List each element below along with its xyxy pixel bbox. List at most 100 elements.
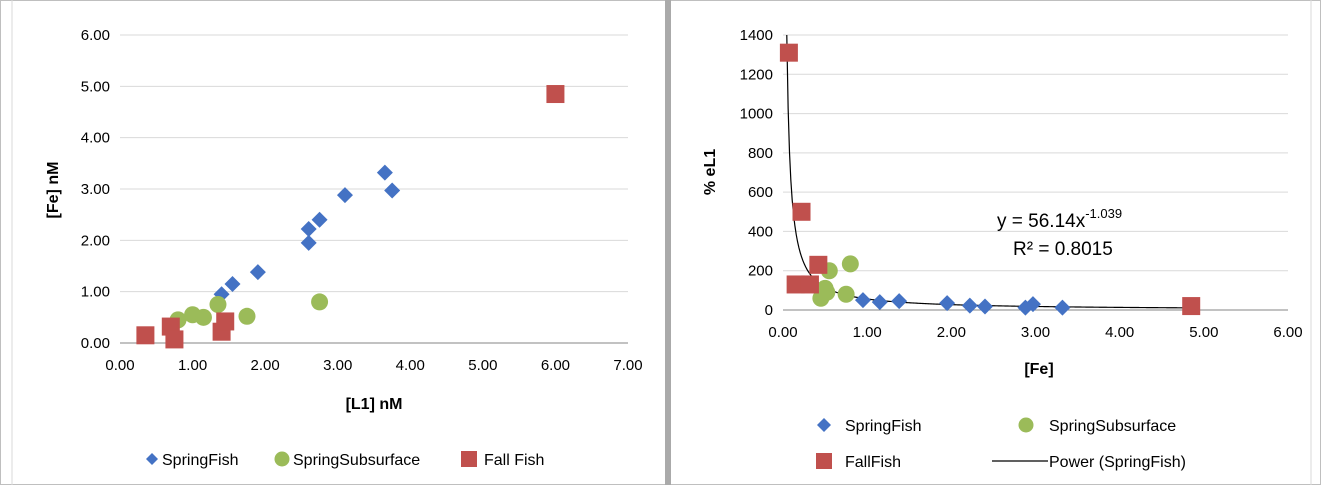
chart-2-legend-label-trendline: Power (SpringFish) — [1049, 454, 1186, 471]
chart-1-point-springsubsurface — [209, 296, 227, 313]
chart-1-point-fall-fish — [216, 312, 235, 331]
chart-2-point-fallfish — [792, 202, 811, 221]
chart-2-point-springfish — [961, 297, 978, 314]
chart-2-y-tick-label: 800 — [748, 145, 773, 162]
chart-2-x-tick-label: 2.00 — [937, 324, 966, 341]
chart-2-point-springfish — [977, 298, 993, 315]
chart-2-legend-label-fallfish: FallFish — [845, 454, 901, 471]
chart-2-point-springsubsurface — [837, 285, 855, 303]
chart-2-x-axis-title: [Fe] — [1024, 361, 1053, 378]
chart-1-legend-marker-springsubsurface — [274, 451, 290, 467]
chart-2-point-springfish — [891, 293, 908, 310]
chart-1-x-tick-label: 2.00 — [251, 357, 280, 374]
chart-1-point-springsubsurface — [194, 308, 212, 326]
chart-1-y-tick-label: 4.00 — [81, 130, 110, 147]
chart-2-y-tick-label: 1200 — [740, 66, 773, 83]
chart-2-legend-marker-fallfish — [816, 453, 832, 469]
chart-2-x-tick-labels: 0.00 1.00 2.00 3.00 4.00 5.00 6.00 — [768, 324, 1302, 341]
chart-1-point-fall-fish — [136, 326, 155, 345]
chart-2-point-springfish — [1024, 296, 1041, 313]
chart-1: 0.00 1.00 2.00 3.00 4.00 5.00 6.00 7.00 0.00 1.0… — [45, 27, 643, 469]
chart-1-point-springfish — [300, 221, 317, 238]
chart-1-legend: SpringFish SpringSubsurface Fall Fish — [146, 451, 544, 469]
chart-1-point-springfish — [384, 182, 401, 199]
chart-2-point-springfish — [854, 292, 871, 309]
chart-1-y-tick-label: 3.00 — [81, 181, 110, 198]
chart-2-point-fallfish — [800, 275, 819, 294]
chart-1-y-tick-labels: 0.00 1.00 2.00 3.00 4.00 5.00 6.00 — [81, 27, 110, 352]
chart-1-y-tick-label: 2.00 — [81, 232, 110, 249]
chart-1-y-tick-label: 5.00 — [81, 78, 110, 95]
chart-2-point-fallfish — [1182, 297, 1201, 316]
chart-2-x-tick-label: 0.00 — [768, 324, 797, 341]
panel-divider — [665, 0, 671, 485]
chart-1-point-fall-fish — [165, 330, 184, 349]
chart-2-r-squared: R² = 0.8015 — [1013, 239, 1113, 260]
chart-2-y-tick-label: 200 — [748, 263, 773, 280]
chart-1-legend-marker-springfish — [146, 453, 158, 465]
chart-2-x-tick-label: 1.00 — [853, 324, 882, 341]
chart-2-y-tick-label: 1400 — [740, 27, 773, 44]
chart-1-y-tick-label: 6.00 — [81, 27, 110, 44]
chart-2-x-tick-label: 3.00 — [1021, 324, 1050, 341]
chart-1-x-tick-label: 0.00 — [105, 357, 134, 374]
chart-2-y-tick-labels: 0 200 400 600 800 1000 1200 1400 — [740, 27, 773, 319]
chart-1-point-springfish — [249, 264, 266, 281]
chart-1-legend-marker-fallfish — [461, 451, 477, 467]
chart-1-legend-label-fallfish: Fall Fish — [484, 452, 544, 469]
chart-1-point-springfish — [224, 275, 241, 292]
chart-1-x-tick-label: 1.00 — [178, 357, 207, 374]
chart-2-equation-exponent: -1.039 — [1085, 206, 1122, 221]
chart-1-point-springfish — [336, 187, 353, 204]
chart-1-x-axis-title: [L1] nM — [346, 396, 403, 413]
chart-2-x-tick-label: 4.00 — [1105, 324, 1134, 341]
chart-1-point-springfish — [311, 211, 328, 228]
chart-2-y-tick-label: 0 — [765, 302, 773, 319]
chart-2-legend-marker-springsubsurface — [1018, 417, 1034, 433]
chart-1-gridlines — [120, 34, 628, 293]
chart-2-x-tick-label: 5.00 — [1189, 324, 1218, 341]
chart-2-legend: SpringFish SpringSubsurface FallFish Pow… — [816, 417, 1186, 471]
chart-2-trendline-equation: y = 56.14x-1.039 — [997, 206, 1122, 232]
chart-2-legend-label-springsubsurface: SpringSubsurface — [1049, 418, 1176, 435]
chart-2-point-springfish — [1054, 299, 1071, 316]
chart-2-point-fallfish — [779, 43, 798, 62]
chart-2-point-springfish — [871, 294, 888, 311]
chart-1-legend-label-springfish: SpringFish — [162, 452, 238, 469]
chart-1-point-fall-fish — [546, 85, 565, 104]
chart-2-x-tick-label: 6.00 — [1273, 324, 1302, 341]
chart-1-point-springfish — [300, 234, 317, 251]
chart-2-point-springsubsurface — [841, 255, 859, 273]
chart-2-legend-label-springfish: SpringFish — [845, 418, 921, 435]
chart-2-point-springfish — [939, 295, 956, 312]
chart-2: 0.00 1.00 2.00 3.00 4.00 5.00 6.00 0 200 400 600 8… — [702, 27, 1303, 471]
chart-2-y-axis-title: % eL1 — [702, 149, 719, 195]
chart-1-x-tick-label: 4.00 — [396, 357, 425, 374]
chart-1-y-tick-label: 1.00 — [81, 284, 110, 301]
chart-1-legend-label-springsubsurface: SpringSubsurface — [293, 452, 420, 469]
chart-1-x-tick-labels: 0.00 1.00 2.00 3.00 4.00 5.00 6.00 7.00 — [105, 357, 642, 374]
chart-1-point-springsubsurface — [238, 307, 256, 325]
chart-1-point-springsubsurface — [311, 293, 329, 311]
chart-1-x-tick-label: 6.00 — [541, 357, 570, 374]
chart-2-y-tick-label: 1000 — [740, 106, 773, 123]
chart-2-points — [779, 43, 1201, 316]
chart-1-points — [136, 85, 565, 349]
chart-2-y-tick-label: 400 — [748, 223, 773, 240]
chart-2-y-tick-label: 600 — [748, 184, 773, 201]
chart-1-y-tick-label: 0.00 — [81, 335, 110, 352]
chart-2-point-fallfish — [809, 255, 828, 274]
chart-1-y-axis-title: [Fe] nM — [45, 162, 62, 219]
chart-1-x-tick-label: 5.00 — [468, 357, 497, 374]
chart-1-x-tick-label: 7.00 — [613, 357, 642, 374]
chart-2-equation-base: y = 56.14x — [997, 211, 1086, 232]
chart-2-legend-marker-springfish — [817, 418, 831, 432]
chart-1-point-springfish — [376, 164, 393, 181]
chart-1-x-tick-label: 3.00 — [323, 357, 352, 374]
chart-2-gridlines — [783, 34, 1288, 272]
chart-2-point-springsubsurface — [818, 283, 836, 301]
chart-2-point-fallfish — [786, 275, 805, 294]
